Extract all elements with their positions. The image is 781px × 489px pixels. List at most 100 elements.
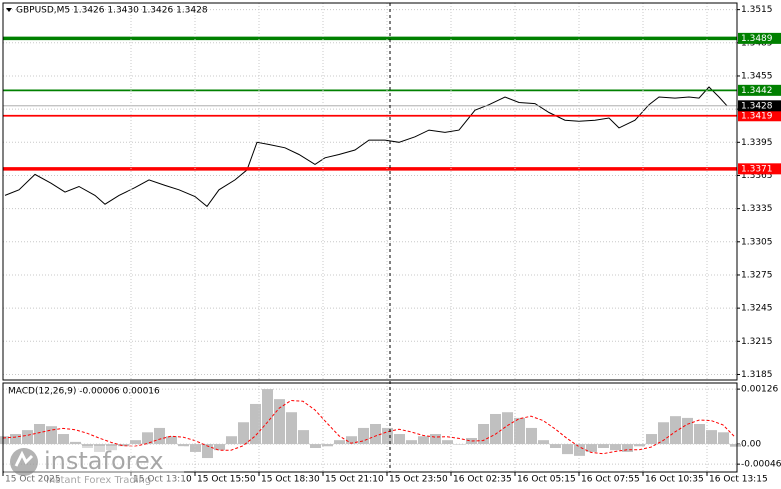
- histogram-bar: [514, 417, 525, 445]
- histogram-bar: [262, 389, 273, 445]
- histogram-bar: [154, 427, 165, 445]
- histogram-bar: [94, 444, 105, 452]
- histogram-bar: [406, 440, 417, 445]
- x-tick-label: 16 Oct 02:35: [453, 475, 512, 485]
- histogram-bar: [10, 434, 21, 445]
- macd-header: MACD(12,26,9) -0.00006 0.00016: [8, 387, 160, 397]
- y-tick-label: 1.3275: [741, 270, 773, 280]
- y-tick-label: -0.00046: [741, 460, 781, 470]
- histogram-bar: [658, 422, 669, 445]
- histogram-bar: [226, 436, 237, 445]
- histogram-bar: [502, 412, 513, 445]
- histogram-bar: [298, 430, 309, 445]
- histogram-bar: [346, 436, 357, 445]
- y-tick-label: 1.3305: [741, 237, 773, 247]
- x-tick-label: 15 Oct 23:50: [389, 475, 448, 485]
- x-tick-label: 15 Oct 18:30: [261, 475, 320, 485]
- histogram-bar: [694, 424, 705, 445]
- histogram-bar: [478, 424, 489, 445]
- histogram-bar: [322, 444, 333, 447]
- histogram-bar: [670, 416, 681, 445]
- y-tick-label: 0.00: [741, 440, 761, 450]
- plot-layer: 1.35151.34851.34551.34251.33951.33651.33…: [0, 3, 781, 485]
- histogram-bar: [274, 399, 285, 445]
- y-tick-label: 1.3395: [741, 138, 773, 148]
- price-header: GBPUSD,M5 1.3426 1.3430 1.3426 1.3428: [16, 6, 208, 16]
- x-tick-label: 16 Oct 07:55: [581, 475, 640, 485]
- histogram-bar: [34, 424, 45, 445]
- signal-line: [2, 399, 736, 455]
- y-tick-label: 1.3245: [741, 304, 773, 314]
- histogram-bar: [310, 444, 321, 449]
- histogram-bar: [646, 434, 657, 445]
- level-label: 1.3371: [741, 164, 773, 174]
- histogram-bar: [130, 440, 141, 445]
- x-tick-label: 16 Oct 13:15: [709, 475, 768, 485]
- last-price-box: [738, 100, 781, 112]
- histogram-bar: [430, 434, 441, 445]
- watermark-tagline: Instant Forex Trading: [46, 475, 151, 486]
- histogram-bar: [442, 440, 453, 445]
- histogram-bar: [634, 444, 645, 447]
- histogram-bar: [730, 444, 741, 447]
- histogram-bar: [610, 444, 621, 451]
- macd-frame: [2, 382, 738, 473]
- histogram-bar: [526, 427, 537, 445]
- histogram-bar: [142, 432, 153, 445]
- x-tick-label: 16 Oct 10:35: [645, 475, 704, 485]
- level-label: 1.3419: [741, 111, 773, 121]
- watermark-logo: [10, 448, 38, 476]
- y-tick-label: 1.3185: [741, 370, 773, 380]
- histogram-bar: [166, 436, 177, 445]
- y-tick-label: 0.00126: [741, 385, 778, 395]
- histogram-bar: [490, 413, 501, 445]
- price-line: [4, 86, 728, 208]
- histogram-bar: [286, 412, 297, 445]
- watermark-logo-mark: [14, 450, 34, 467]
- x-tick-label: 15 Oct 13:10: [133, 475, 192, 485]
- y-tick-label: 1.3515: [741, 5, 773, 15]
- histogram-bar: [586, 444, 597, 452]
- histogram-bar: [706, 430, 717, 445]
- histogram-bar: [394, 434, 405, 445]
- x-tick-label: 16 Oct 05:15: [517, 475, 576, 485]
- x-tick-label: 15 Oct 21:10: [325, 475, 384, 485]
- histogram-bar: [214, 444, 225, 451]
- histogram-bar: [382, 427, 393, 445]
- y-tick-label: 1.3215: [741, 337, 773, 347]
- histogram-bar: [334, 440, 345, 445]
- histogram-bar: [562, 444, 573, 455]
- histogram-bar: [82, 444, 93, 449]
- histogram-bar: [358, 427, 369, 445]
- histogram-bar: [250, 403, 261, 445]
- histogram-bar: [190, 444, 201, 452]
- y-tick-label: 1.3365: [741, 171, 773, 181]
- watermark: instaforex Instant Forex Trading: [4, 446, 184, 486]
- histogram-bar: [418, 436, 429, 445]
- histogram-bar: [22, 430, 33, 445]
- price-frame: [2, 2, 738, 381]
- histogram-bar: [70, 441, 81, 445]
- histogram-bar: [466, 437, 477, 445]
- level-label-box: [738, 32, 781, 44]
- histogram-bar: [718, 432, 729, 445]
- histogram-bar: [598, 444, 609, 449]
- histogram-bar: [682, 417, 693, 445]
- level-label: 1.3489: [741, 34, 773, 44]
- histogram-bar: [370, 424, 381, 445]
- watermark-brand: instaforex: [44, 447, 164, 475]
- x-tick-label: 15 Oct 2025: [5, 475, 61, 485]
- histogram-bar: [118, 444, 129, 447]
- histogram-bar: [454, 444, 465, 445]
- level-label-box: [738, 110, 781, 122]
- symbol-arrow: [6, 8, 12, 12]
- histogram-bar: [238, 422, 249, 445]
- histogram-bar: [46, 426, 57, 445]
- histogram-bar: [58, 434, 69, 445]
- x-tick-label: 15 Oct 15:50: [197, 475, 256, 485]
- histogram-bar: [178, 444, 189, 447]
- y-tick-label: 1.3455: [741, 71, 773, 81]
- level-label-box: [738, 163, 781, 175]
- level-label-box: [738, 84, 781, 96]
